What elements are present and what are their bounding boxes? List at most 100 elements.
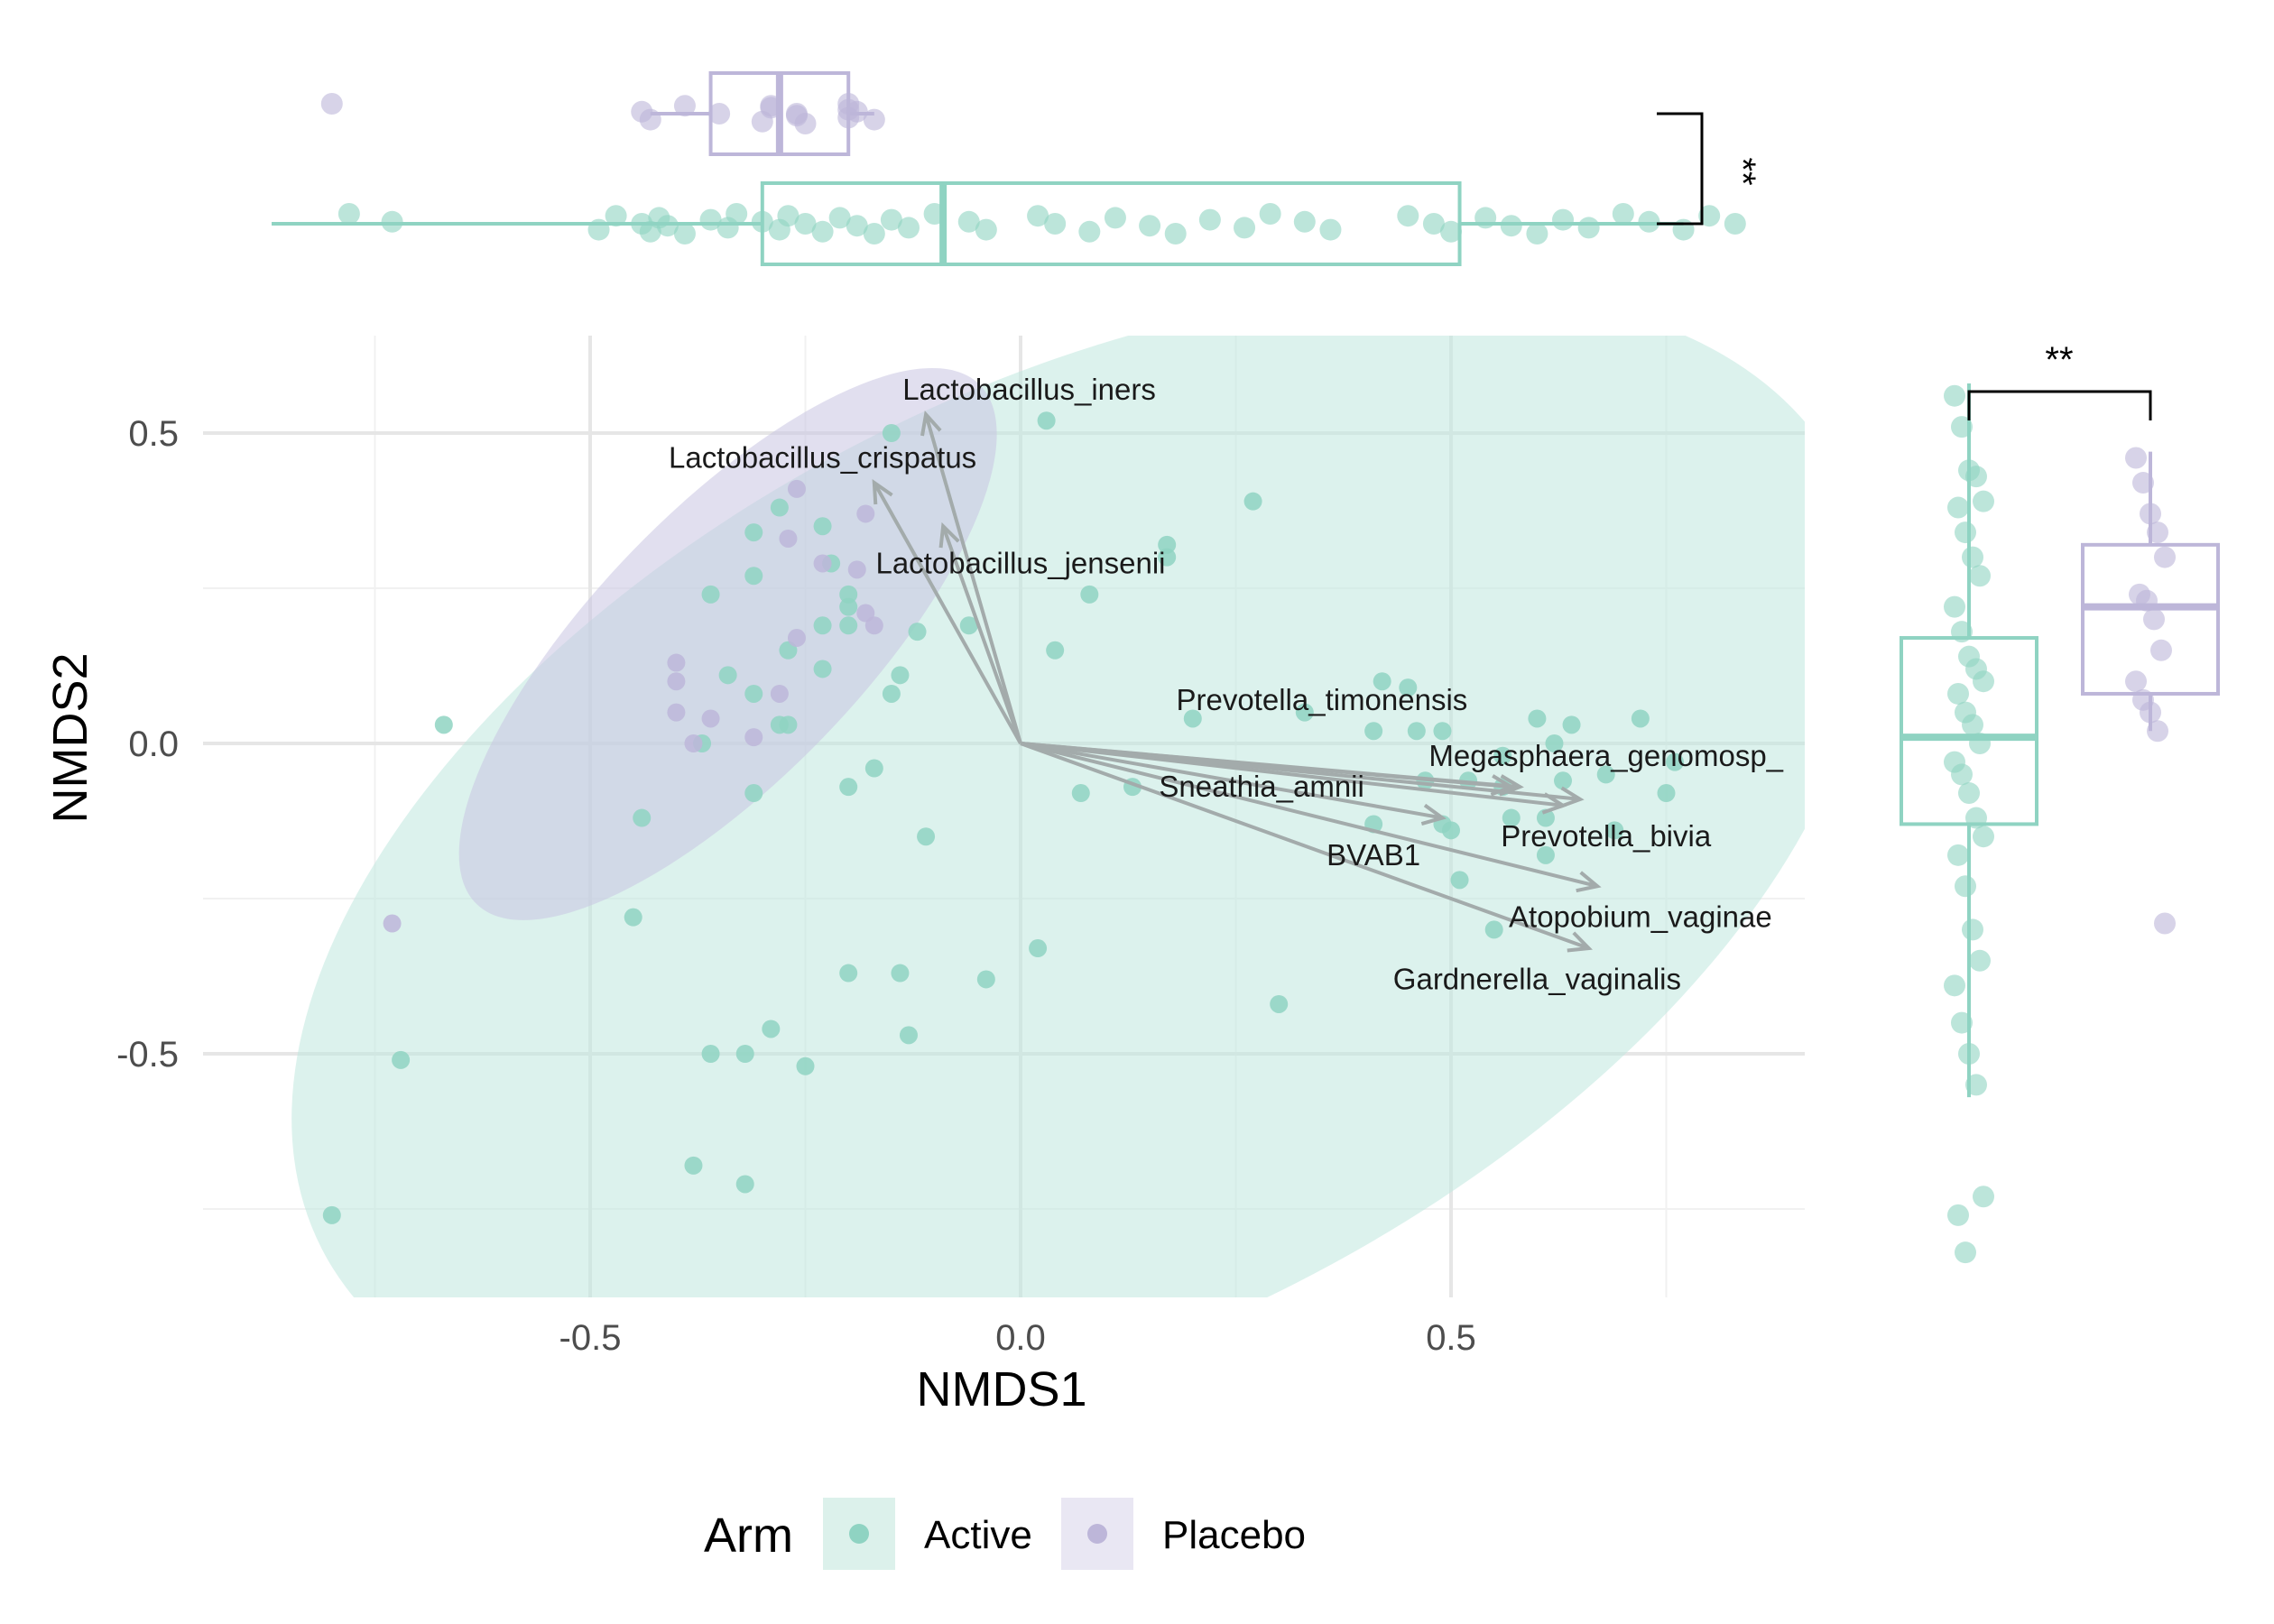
point-placebo [770, 684, 789, 703]
marginal-point-placebo [2147, 521, 2168, 544]
point-active [718, 666, 737, 685]
point-active [1071, 784, 1090, 803]
point-placebo [864, 616, 883, 635]
marginal-point-active [1951, 416, 1973, 438]
marginal-point-active [1958, 1043, 1980, 1065]
point-active [1399, 678, 1418, 697]
point-placebo [383, 914, 402, 933]
marginal-point-placebo [2136, 589, 2158, 612]
point-active [1442, 821, 1460, 840]
marginal-point-active [1104, 207, 1126, 229]
top-significance-label: ** [1723, 157, 1762, 185]
marginal-point-placebo [846, 100, 868, 123]
point-active [1450, 871, 1469, 890]
point-active [864, 759, 883, 778]
marginal-point-active [846, 215, 868, 237]
point-active [744, 567, 763, 586]
point-active [434, 715, 453, 734]
marginal-point-placebo [2132, 472, 2154, 494]
marginal-point-active [1234, 217, 1256, 239]
point-active [1295, 703, 1314, 722]
marginal-point-active [726, 203, 748, 225]
point-active [839, 778, 858, 797]
marginal-point-placebo [708, 103, 731, 125]
right-significance-bracket: ** [1967, 340, 2152, 420]
marginal-point-active [1638, 210, 1660, 233]
marginal-point-active [1951, 1011, 1973, 1034]
vector-label: Lactobacillus_iners [902, 373, 1156, 406]
point-active [1158, 535, 1177, 554]
marginal-point-active [1969, 949, 1991, 972]
marginal-point-active [673, 223, 696, 245]
vector-label: Prevotella_timonensis [1176, 683, 1467, 716]
marginal-point-active [699, 208, 722, 231]
marginal-point-placebo [760, 95, 782, 117]
marginal-point-active [975, 218, 997, 241]
point-active [891, 666, 910, 685]
marginal-point-active [605, 205, 627, 227]
point-active [1657, 784, 1676, 803]
marginal-point-placebo [320, 93, 343, 115]
vector-arrowhead [872, 479, 893, 505]
point-active [1631, 709, 1650, 728]
point-active [322, 1205, 341, 1224]
marginal-point-active [1973, 1186, 1994, 1208]
vector-arrowhead [938, 521, 960, 549]
top-marginal-boxplot [272, 71, 1746, 266]
marginal-point-active [1944, 384, 1965, 407]
marginal-point-placebo [2125, 447, 2147, 469]
vector-line [941, 525, 1022, 744]
marginal-point-active [1973, 670, 1994, 693]
x-tick-label: 0.0 [995, 1318, 1046, 1358]
marginal-point-active [1474, 207, 1497, 229]
vector-line [1020, 742, 1521, 789]
point-active [1080, 585, 1099, 604]
point-active [959, 616, 978, 635]
point-placebo [684, 734, 703, 752]
marginal-point-placebo [2154, 912, 2176, 935]
point-active [1502, 808, 1521, 827]
y-tick-label: 0.0 [128, 724, 179, 764]
point-active [744, 784, 763, 803]
marginal-point-active [337, 203, 360, 225]
point-placebo [813, 554, 832, 573]
point-active [701, 585, 720, 604]
marginal-point-active [1500, 215, 1522, 237]
marginal-point-placebo [2140, 701, 2161, 724]
point-active [813, 517, 832, 536]
marginal-point-active [587, 218, 610, 241]
marginal-point-active [1973, 490, 1994, 512]
point-active [1407, 722, 1426, 741]
point-active [839, 964, 858, 983]
marginal-point-active [1947, 1204, 1969, 1226]
x-tick-label: -0.5 [559, 1318, 622, 1358]
marginal-point-active [1947, 844, 1969, 866]
point-active [633, 808, 652, 827]
right-marginal-boxplot [1900, 383, 2220, 1264]
y-tick-label: 0.5 [128, 414, 179, 454]
marginal-point-active [1440, 220, 1462, 243]
point-active [1554, 771, 1573, 790]
marginal-point-placebo [639, 108, 661, 131]
point-active [1545, 734, 1564, 752]
point-active [744, 684, 763, 703]
marginal-point-active [794, 213, 817, 235]
marginal-point-active [1198, 208, 1221, 231]
point-active [624, 908, 642, 927]
vector-arrowhead [920, 410, 942, 437]
point-active [1037, 411, 1056, 430]
marginal-point-active [1944, 974, 1965, 997]
point-active [779, 715, 798, 734]
point-active [1605, 821, 1624, 840]
marginal-point-active [1958, 782, 1980, 805]
marginal-point-active [1955, 1241, 1976, 1264]
vector-line [1020, 742, 1443, 820]
point-active [1270, 994, 1289, 1013]
legend: Arm Active Placebo [704, 1498, 1306, 1570]
scatter-points [322, 411, 1685, 1224]
point-active [1243, 492, 1262, 511]
vector-line [1020, 742, 1598, 889]
marginal-point-active [1944, 595, 1965, 618]
point-active [701, 1045, 720, 1063]
marginal-point-active [1965, 466, 1987, 488]
